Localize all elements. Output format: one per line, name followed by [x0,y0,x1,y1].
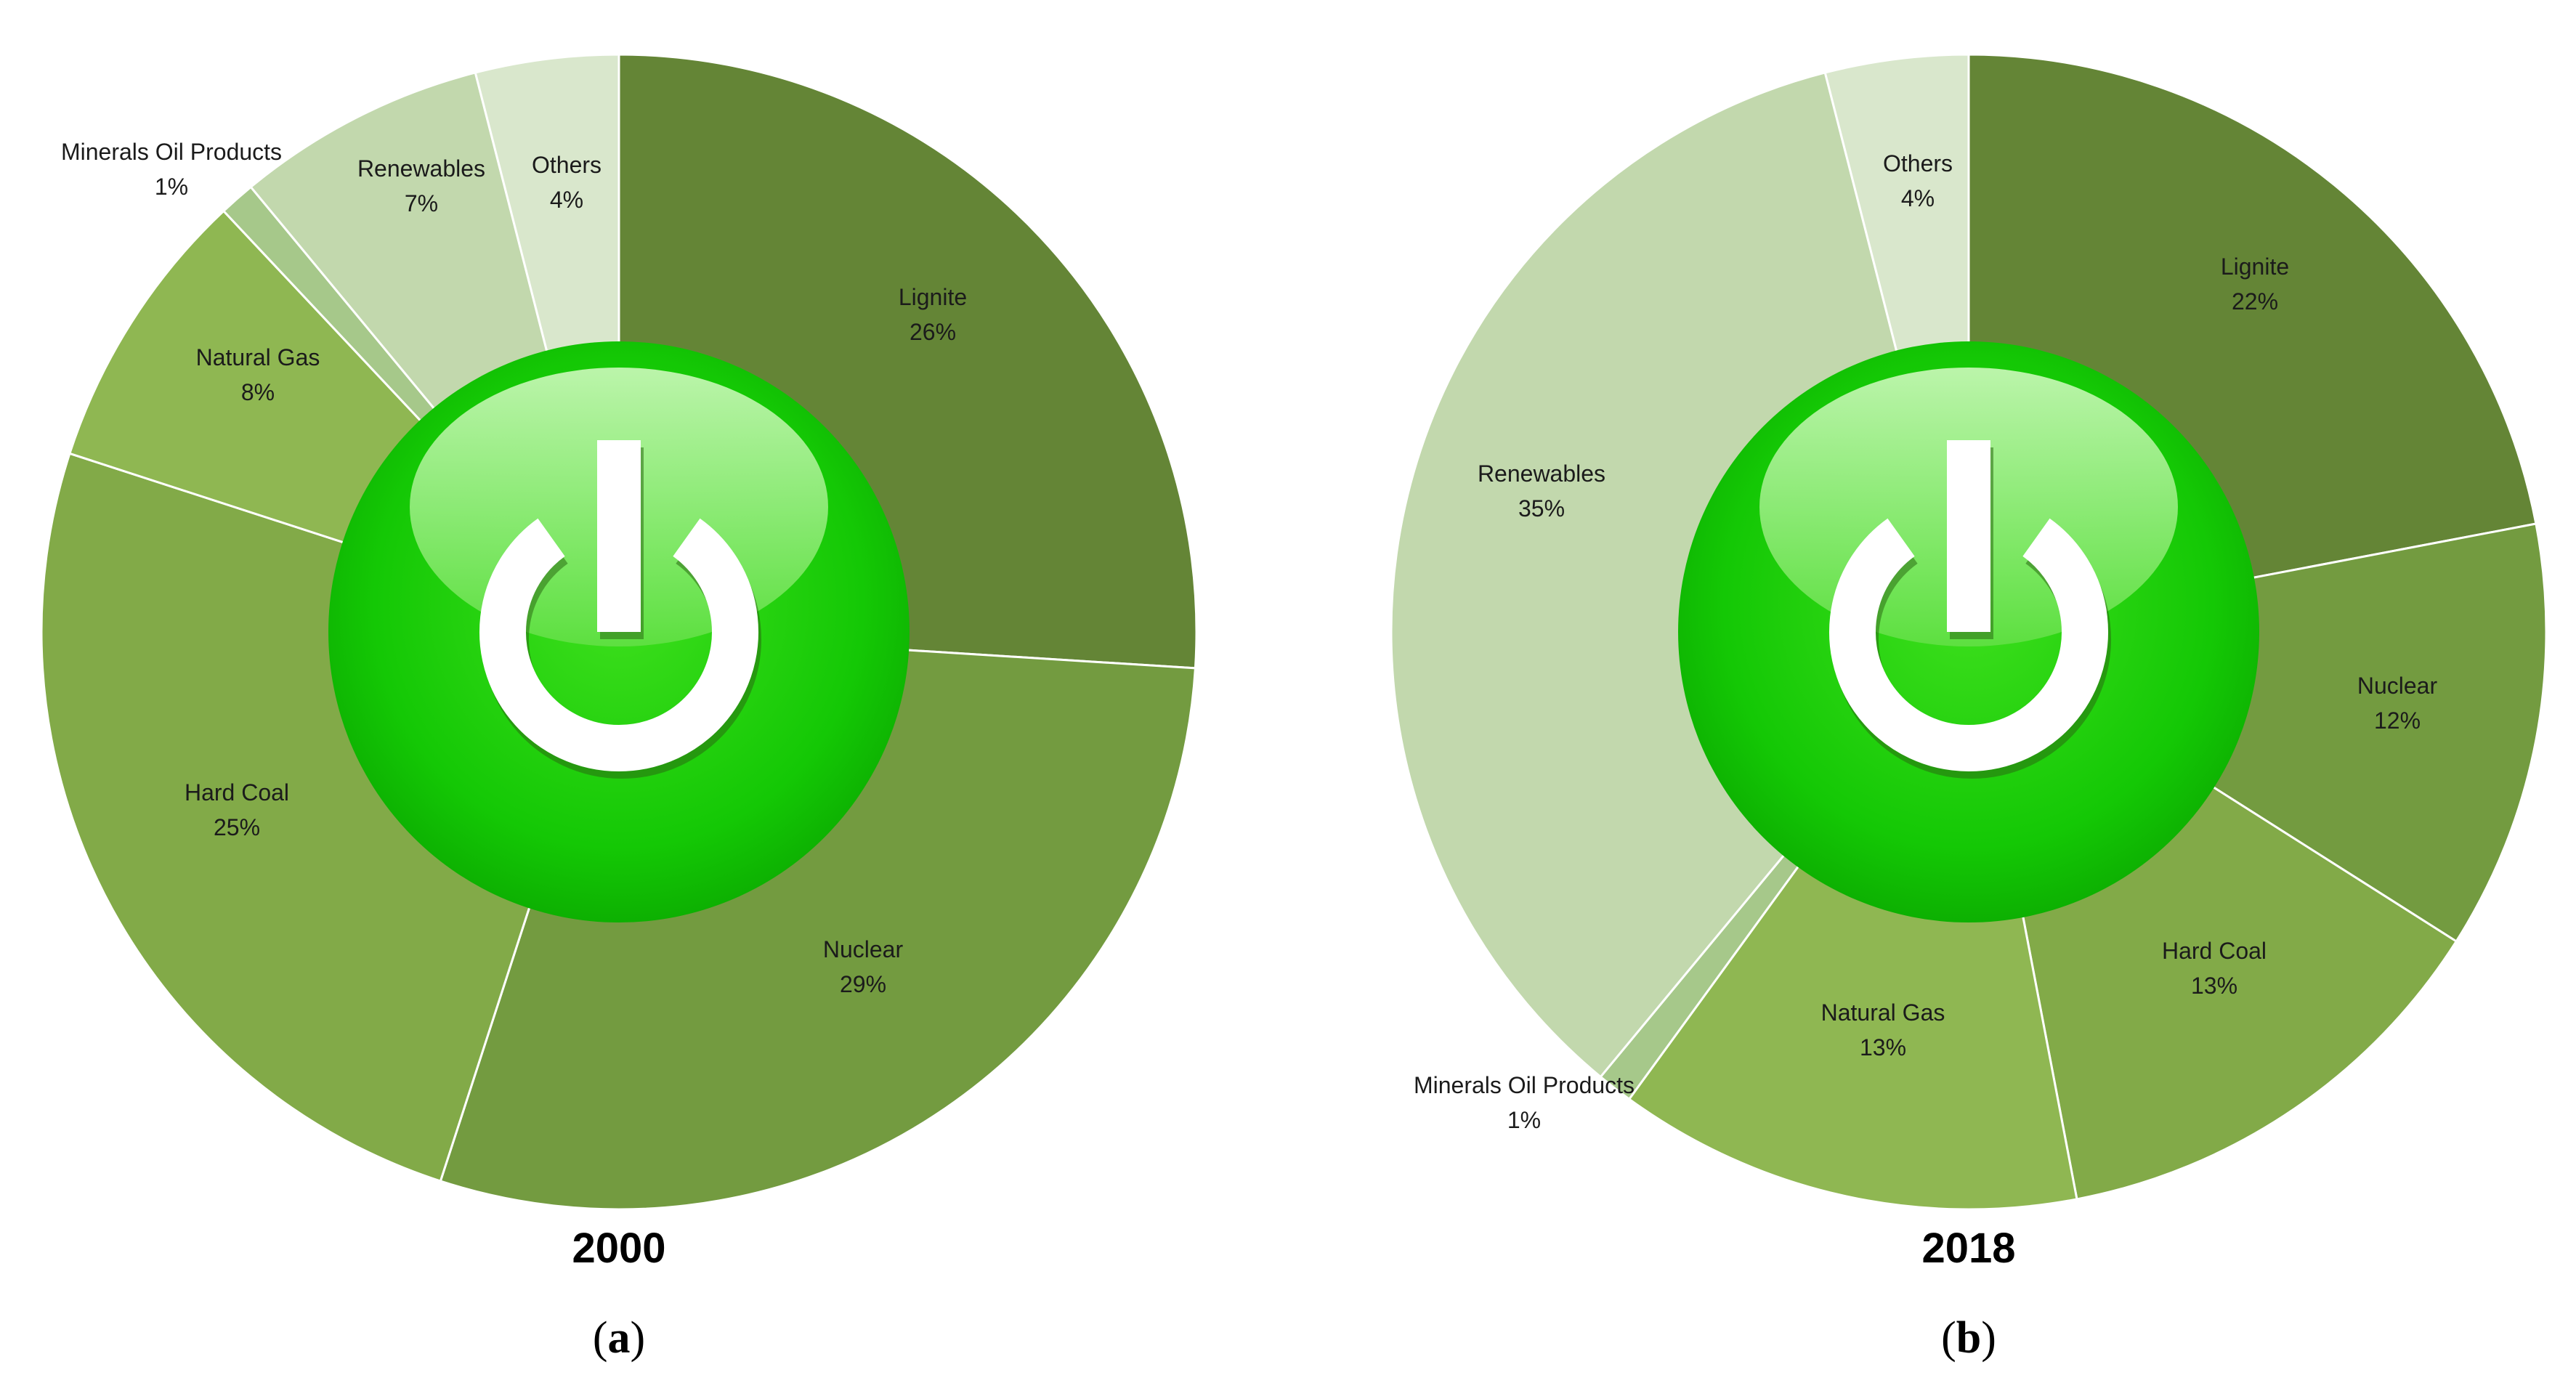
slice-label-renewables: Renewables 35% [1478,461,1605,522]
slice-label-hard-coal: Hard Coal 25% [185,779,289,840]
slice-label-nuclear: Nuclear 29% [823,936,904,997]
chart-caption: (a) [593,1313,645,1363]
chart-title: 2000 [572,1225,665,1272]
chart-title: 2018 [1921,1225,2015,1272]
slice-label-others: Others 4% [1883,150,1953,211]
slice-label-nuclear: Nuclear 12% [2357,673,2438,734]
slice-label-minerals-oil-products: Minerals Oil Products 1% [1414,1072,1635,1133]
slice-label-lignite: Lignite 26% [899,284,967,345]
chart-caption: (b) [1941,1313,1996,1363]
slice-label-lignite: Lignite 22% [2221,253,2289,315]
slice-label-minerals-oil-products: Minerals Oil Products 1% [61,139,282,200]
pie-chart-2000: Lignite 26% Nuclear 29% Hard Coal 25% Natural … [40,53,1198,1363]
pie-slice-renewables [1390,71,1970,1079]
slice-label-others: Others 4% [532,152,602,213]
power-button-icon [328,341,910,922]
slice-label-renewables: Renewables 7% [357,155,485,216]
slice-label-natural-gas: Natural Gas 13% [1821,999,1945,1060]
power-button-icon [1678,341,2259,922]
slice-label-natural-gas: Natural Gas 8% [196,344,320,405]
pie-chart-2018: Lignite 22% Nuclear 12% Hard Coal 13% Natural … [1390,53,2548,1363]
slice-label-hard-coal: Hard Coal 13% [2162,938,2267,999]
